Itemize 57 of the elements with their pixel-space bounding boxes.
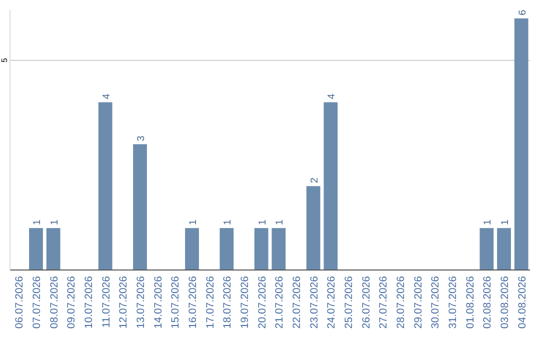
bar [133,144,147,270]
x-tick-label: 01.08.2026 [464,276,476,329]
x-tick-label: 06.07.2026 [14,276,26,329]
data-label: 1 [274,219,286,226]
bar [324,102,338,270]
data-label: 1 [32,219,43,226]
bar [29,228,43,270]
x-tick-label: 10.07.2026 [83,276,95,329]
x-tick-label: 31.07.2026 [447,276,459,329]
x-tick-label: 07.07.2026 [31,276,43,329]
data-label: 1 [482,219,494,226]
x-tick-label: 02.08.2026 [482,276,494,329]
x-tick-label: 20.07.2026 [256,276,268,329]
data-label: 4 [326,93,338,100]
x-tick-label: 16.07.2026 [187,276,199,329]
bar [185,228,199,270]
x-tick-label: 08.07.2026 [48,276,60,329]
x-tick-label: 24.07.2026 [326,276,338,329]
bar [272,228,286,270]
bar [98,102,112,270]
y-tick-label: 5 [0,58,9,63]
x-tick-label: 22.07.2026 [291,276,303,329]
data-label: 2 [309,177,320,184]
bar [220,228,234,270]
x-tick-label: 03.08.2026 [499,276,511,329]
x-tick-label: 15.07.2026 [170,276,182,329]
x-tick-label: 14.07.2026 [152,276,164,329]
data-label: 1 [500,219,511,226]
x-tick-label: 25.07.2026 [343,276,355,329]
x-tick-label: 04.08.2026 [516,276,528,329]
data-label: 6 [517,9,528,16]
data-label: 1 [222,219,234,226]
x-tick-label: 11.07.2026 [100,276,112,328]
x-tick-label: 12.07.2026 [118,276,130,329]
bar [254,228,268,270]
x-tick-label: 23.07.2026 [308,276,320,329]
x-tick-label: 19.07.2026 [239,276,251,329]
x-tick-label: 09.07.2026 [66,276,78,329]
bar [497,228,511,270]
data-label: 4 [101,93,112,100]
bar [306,186,320,270]
x-tick-label: 21.07.2026 [274,276,286,329]
data-label: 1 [49,219,60,226]
bar [46,228,60,270]
x-tick-label: 17.07.2026 [204,276,216,329]
x-tick-label: 29.07.2026 [412,276,424,329]
x-tick-label: 18.07.2026 [222,276,234,329]
x-tick-label: 27.07.2026 [378,276,390,329]
bar [480,228,494,270]
bar [514,18,528,270]
x-tick-label: 30.07.2026 [430,276,442,329]
x-tick-label: 28.07.2026 [395,276,407,329]
data-label: 3 [136,135,147,142]
x-tick-label: 26.07.2026 [360,276,372,329]
data-label: 1 [257,219,268,226]
data-label: 1 [188,219,199,226]
x-tick-label: 13.07.2026 [135,276,147,329]
